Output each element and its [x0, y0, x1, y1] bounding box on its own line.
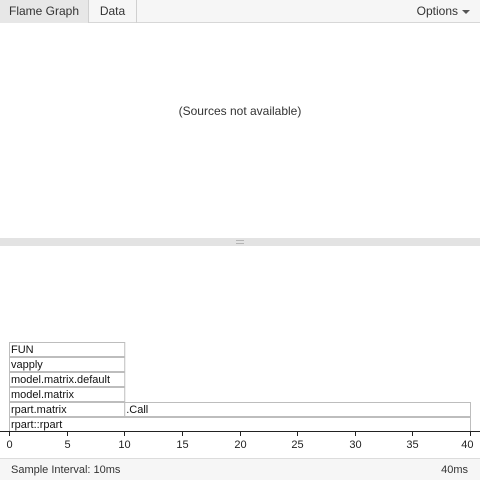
flame-frame-label: .Call [126, 404, 148, 416]
x-axis-tick-label: 10 [118, 439, 130, 451]
splitter-grip-icon[interactable] [236, 240, 244, 244]
source-pane: (Sources not available) [0, 24, 480, 238]
flame-frame-label: rpart.matrix [11, 404, 67, 416]
flame-frame-rect[interactable] [9, 342, 126, 357]
x-axis-tick-label: 40 [461, 439, 473, 451]
tab-data[interactable]: Data [89, 0, 137, 23]
flame-frame-rect[interactable] [9, 357, 126, 372]
flame-frame[interactable]: FUN [9, 342, 126, 357]
flame-frame-rect[interactable] [9, 417, 471, 432]
sample-interval-text: Sample Interval: 10ms [11, 464, 121, 476]
status-bar: Sample Interval: 10ms 40ms [0, 458, 480, 480]
x-axis-tick-label: 15 [176, 439, 188, 451]
flame-frame[interactable]: model.matrix [9, 387, 126, 402]
flame-frame-rect[interactable] [9, 387, 126, 402]
tab-flame-graph[interactable]: Flame Graph [0, 0, 89, 23]
flame-frame-label: vapply [11, 359, 43, 371]
pane-splitter[interactable] [0, 238, 480, 246]
flame-frame[interactable]: rpart.matrix [9, 402, 126, 417]
flame-frame-rect[interactable] [124, 402, 471, 417]
caret-down-icon [462, 9, 470, 14]
toolbar: Flame Graph Data Options [0, 0, 480, 23]
flame-frame-rect[interactable] [9, 372, 126, 387]
x-axis-tick-label: 5 [64, 439, 70, 451]
flame-frame[interactable]: .Call [124, 402, 471, 417]
flame-frame-label: rpart::rpart [11, 419, 62, 431]
flame-graph-area: rpart::rpart rpart.matrix .Call model.matri… [0, 246, 480, 458]
flame-frame[interactable]: rpart::rpart [9, 417, 471, 432]
options-menu-button[interactable]: Options [417, 0, 470, 23]
x-axis-tick-label: 35 [406, 439, 418, 451]
total-time-text: 40ms [441, 464, 468, 476]
x-axis-tick-label: 20 [234, 439, 246, 451]
x-axis-tick-label: 0 [6, 439, 12, 451]
flame-frame-label: model.matrix.default [11, 374, 110, 386]
flame-frame-label: model.matrix [11, 389, 74, 401]
options-label: Options [416, 4, 458, 18]
flame-frame-label: FUN [11, 344, 34, 356]
flame-graph-chart: rpart::rpart rpart.matrix .Call model.matri… [0, 342, 480, 451]
source-unavailable-message: (Sources not available) [178, 104, 302, 118]
x-axis-tick-label: 30 [349, 439, 361, 451]
x-axis-tick-label: 25 [291, 439, 303, 451]
flame-frame[interactable]: model.matrix.default [9, 372, 126, 387]
flame-frame[interactable]: vapply [9, 357, 126, 372]
